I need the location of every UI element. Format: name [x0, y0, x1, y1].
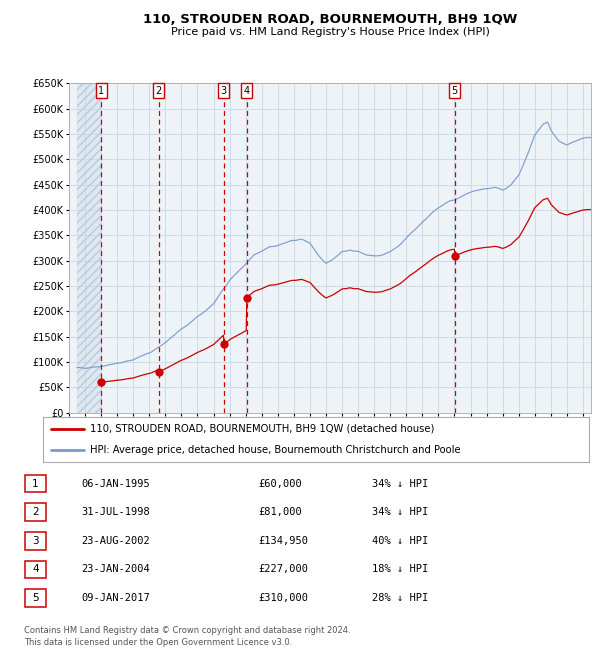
Text: 23-AUG-2002: 23-AUG-2002 [81, 536, 150, 546]
Text: 5: 5 [32, 593, 39, 603]
Text: 09-JAN-2017: 09-JAN-2017 [81, 593, 150, 603]
Text: 5: 5 [452, 86, 458, 96]
Bar [77, 83, 101, 413]
Text: 18% ↓ HPI: 18% ↓ HPI [372, 564, 428, 575]
Text: 2: 2 [155, 86, 162, 96]
Text: HPI: Average price, detached house, Bournemouth Christchurch and Poole: HPI: Average price, detached house, Bour… [89, 445, 460, 455]
FancyBboxPatch shape [25, 503, 46, 521]
Text: 28% ↓ HPI: 28% ↓ HPI [372, 593, 428, 603]
Text: 3: 3 [32, 536, 39, 546]
FancyBboxPatch shape [25, 532, 46, 549]
Text: Contains HM Land Registry data © Crown copyright and database right 2024.
This d: Contains HM Land Registry data © Crown c… [24, 626, 350, 647]
FancyBboxPatch shape [25, 560, 46, 578]
Text: 31-JUL-1998: 31-JUL-1998 [81, 507, 150, 517]
Bar [77, 83, 101, 413]
Text: £227,000: £227,000 [258, 564, 308, 575]
Text: £134,950: £134,950 [258, 536, 308, 546]
Text: 4: 4 [244, 86, 250, 96]
FancyBboxPatch shape [25, 474, 46, 493]
Text: 34% ↓ HPI: 34% ↓ HPI [372, 478, 428, 489]
Text: £60,000: £60,000 [258, 478, 302, 489]
Text: £81,000: £81,000 [258, 507, 302, 517]
Text: 3: 3 [221, 86, 227, 96]
Text: £310,000: £310,000 [258, 593, 308, 603]
Text: 23-JAN-2004: 23-JAN-2004 [81, 564, 150, 575]
FancyBboxPatch shape [25, 589, 46, 607]
Text: 1: 1 [98, 86, 104, 96]
Text: 4: 4 [32, 564, 39, 575]
Text: 110, STROUDEN ROAD, BOURNEMOUTH, BH9 1QW (detached house): 110, STROUDEN ROAD, BOURNEMOUTH, BH9 1QW… [89, 424, 434, 434]
Text: 110, STROUDEN ROAD, BOURNEMOUTH, BH9 1QW: 110, STROUDEN ROAD, BOURNEMOUTH, BH9 1QW [143, 13, 517, 26]
Text: 34% ↓ HPI: 34% ↓ HPI [372, 507, 428, 517]
Text: 2: 2 [32, 507, 39, 517]
Text: 06-JAN-1995: 06-JAN-1995 [81, 478, 150, 489]
Text: 40% ↓ HPI: 40% ↓ HPI [372, 536, 428, 546]
Text: Price paid vs. HM Land Registry's House Price Index (HPI): Price paid vs. HM Land Registry's House … [170, 27, 490, 37]
Text: 1: 1 [32, 478, 39, 489]
